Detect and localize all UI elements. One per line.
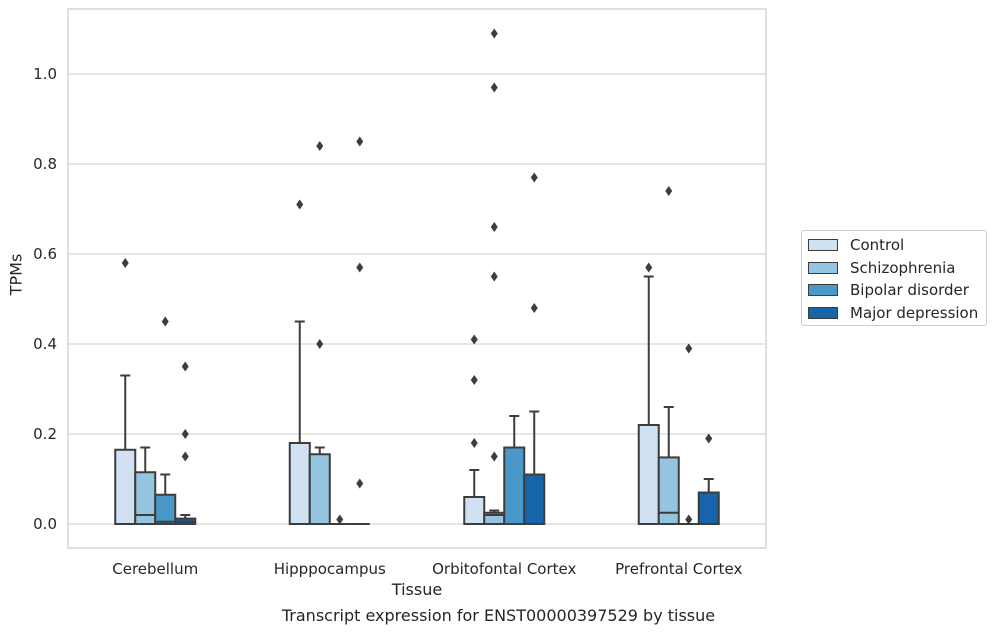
box-group [349,136,370,525]
outlier-point [705,433,713,444]
outlier-point [530,303,538,313]
box-group [637,262,660,525]
outlier-point [181,429,189,439]
legend-item-control: Control [808,235,904,255]
box-group [657,186,680,525]
outlier-point [490,451,498,462]
legend-label: Bipolar disorder [850,281,969,299]
outlier-point [356,478,364,489]
legend-label: Schizophrenia [850,259,956,277]
box-group [678,343,699,525]
legend-swatch [808,239,838,251]
outlier-point [356,136,364,147]
outlier-point [665,186,673,196]
x-tick-label: Orbitofontal Cortex [432,560,576,578]
box-group [288,199,311,525]
box-body [134,471,157,525]
x-tick-label: Hipppocampus [274,560,386,578]
chart-title: Transcript expression for ENST0000039752… [281,606,716,625]
outlier-point [181,361,189,372]
y-axis-label: TPMs [6,253,26,296]
box-group [134,446,157,525]
outlier-point [470,375,478,385]
outlier-point [490,82,498,93]
box-body [503,446,526,525]
box-group [697,433,720,525]
y-tick-label: 0.0 [33,515,57,533]
box-body [463,496,486,525]
box-body [288,442,311,525]
outlier-point [316,339,324,349]
box-group [503,415,526,525]
outlier-point [685,514,693,525]
outlier-point [490,28,498,39]
legend-swatch [808,284,838,296]
outlier-point [181,451,189,462]
outlier-point [470,334,478,345]
box-body [114,448,137,525]
box-group [329,514,350,525]
outlier-point [490,222,498,232]
box-body [697,491,720,525]
x-tick-labels: Cerebellum Hipppocampus Orbitofontal Corte… [112,560,742,578]
outlier-point [121,258,129,268]
outlier-point [470,438,478,448]
box-body [637,424,660,525]
outlier-point [296,199,304,210]
y-tick-label: 0.8 [33,155,57,173]
outlier-point [316,141,324,151]
y-tick-label: 1.0 [33,65,57,83]
box-group [114,258,137,525]
box-group [463,334,486,525]
box-group [154,316,177,525]
outlier-point [356,262,364,273]
y-tick-labels: 0.0 0.2 0.4 0.6 0.8 1.0 [33,65,57,533]
legend-label: Control [850,236,905,254]
y-tick-label: 0.2 [33,425,57,443]
legend-swatch [808,307,838,319]
legend-label: Major depression [850,304,979,322]
box-body [154,493,177,525]
outlier-point [530,172,538,183]
outlier-point [490,271,498,282]
box-group [308,141,331,525]
box-group [523,172,546,525]
outlier-point [645,262,653,273]
legend: Control Schizophrenia Bipolar disorder M… [801,230,987,326]
box-body [523,473,546,525]
legend-item-major-depression: Major depression [808,303,978,323]
x-tick-label: Prefrontal Cortex [615,560,742,578]
legend-swatch [808,262,838,274]
box-marks [114,28,720,525]
legend-item-schizophrenia: Schizophrenia [808,258,955,278]
x-tick-label: Cerebellum [112,560,198,578]
box-body [308,453,331,525]
outlier-point [685,343,693,354]
box-body [657,456,680,525]
outlier-point [161,316,169,327]
plot-frame [67,8,767,549]
y-tick-label: 0.4 [33,335,57,353]
x-axis-label: Tissue [391,580,443,599]
y-tick-label: 0.6 [33,245,57,263]
legend-item-bipolar-disorder: Bipolar disorder [808,280,969,300]
box-group [174,361,197,525]
outlier-point [336,514,344,525]
box-group [483,28,506,525]
